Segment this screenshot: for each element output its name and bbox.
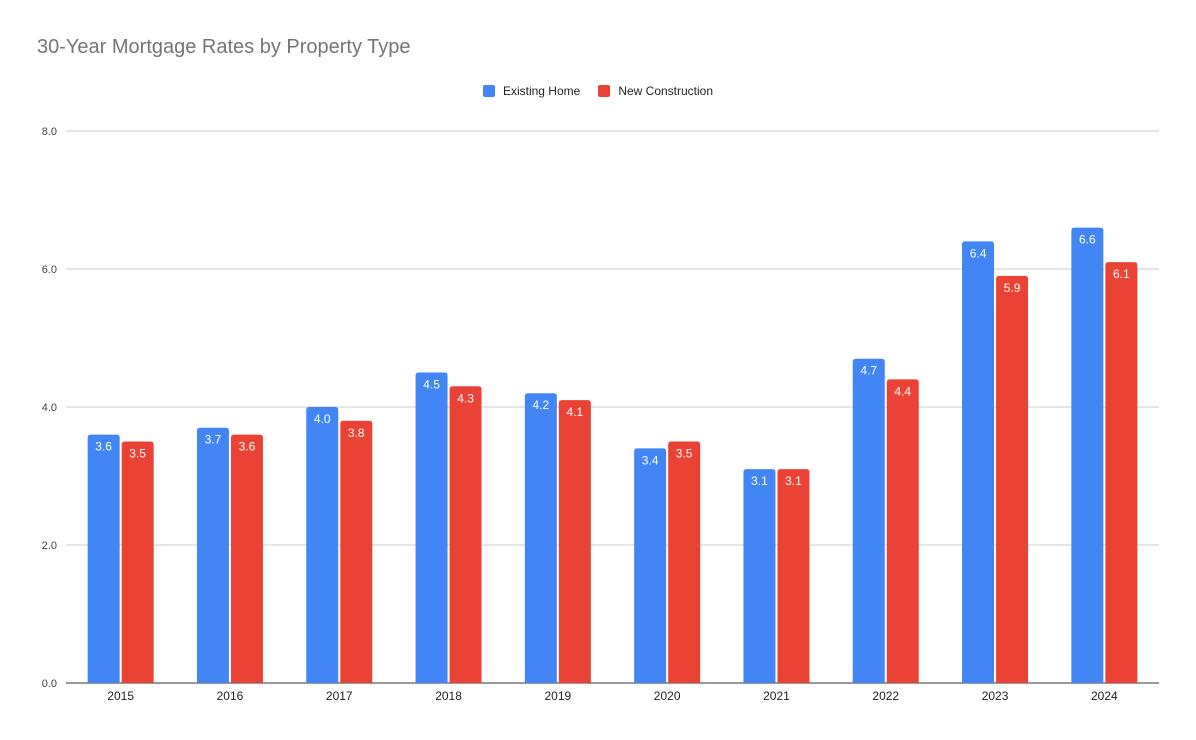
data-label: 5.9 [1004, 281, 1021, 295]
data-label: 3.5 [676, 447, 693, 461]
bar-new-construction [340, 420, 373, 683]
bar-existing-home [524, 393, 557, 683]
legend-swatch-existing-home [482, 85, 495, 97]
data-label: 3.1 [785, 474, 802, 488]
chart-title: 30-Year Mortgage Rates by Property Type [37, 36, 411, 58]
data-label: 4.2 [533, 398, 550, 412]
data-label: 4.7 [860, 364, 877, 378]
data-label: 6.1 [1113, 267, 1130, 281]
y-tick-label: 8.0 [42, 126, 57, 138]
bar-existing-home [196, 427, 229, 683]
bar-new-construction [886, 379, 919, 683]
legend-item-new-construction: New Construction [598, 84, 713, 98]
data-label: 4.1 [567, 405, 584, 419]
data-label: 3.1 [751, 474, 768, 488]
legend: Existing Home New Construction [0, 84, 1196, 98]
y-tick-label: 6.0 [42, 264, 57, 276]
x-tick-label: 2023 [982, 689, 1009, 703]
x-tick-label: 2024 [1091, 689, 1118, 703]
data-label: 6.4 [970, 246, 987, 260]
bar-new-construction [230, 434, 263, 683]
bar-new-construction [996, 275, 1029, 683]
bar-new-construction [121, 441, 154, 683]
data-label: 3.4 [642, 453, 659, 467]
bar-existing-home [852, 358, 885, 683]
x-tick-label: 2015 [107, 689, 134, 703]
bar-existing-home [306, 407, 339, 683]
legend-label-existing-home: Existing Home [502, 84, 581, 98]
bar-existing-home [634, 448, 667, 683]
bar-new-construction [449, 386, 482, 683]
x-tick-label: 2022 [872, 689, 899, 703]
bar-existing-home [743, 469, 776, 683]
y-tick-label: 2.0 [42, 540, 57, 552]
data-label: 4.4 [894, 384, 911, 398]
x-tick-label: 2017 [326, 689, 353, 703]
legend-label-new-construction: New Construction [618, 84, 714, 98]
x-tick-label: 2018 [435, 689, 462, 703]
legend-item-existing-home: Existing Home [482, 84, 581, 98]
data-label: 4.3 [457, 391, 474, 405]
bar-new-construction [668, 441, 701, 683]
data-label: 3.6 [95, 440, 112, 454]
x-tick-label: 2016 [217, 689, 244, 703]
bar-existing-home [962, 241, 995, 683]
bar-new-construction [777, 469, 810, 683]
bar-existing-home [415, 372, 448, 683]
data-label: 3.6 [239, 440, 256, 454]
x-tick-label: 2020 [654, 689, 681, 703]
y-tick-label: 0.0 [42, 678, 57, 690]
bar-existing-home [87, 434, 120, 683]
x-tick-label: 2019 [544, 689, 571, 703]
y-tick-label: 4.0 [42, 402, 57, 414]
bar-existing-home [1071, 227, 1104, 683]
legend-swatch-new-construction [598, 85, 611, 97]
data-label: 3.8 [348, 426, 365, 440]
data-label: 3.7 [205, 433, 222, 447]
bar-new-construction [1105, 262, 1138, 683]
bar-new-construction [558, 400, 591, 683]
data-label: 3.5 [129, 447, 146, 461]
data-label: 6.6 [1079, 233, 1096, 247]
data-label: 4.0 [314, 412, 331, 426]
x-tick-label: 2021 [763, 689, 790, 703]
data-label: 4.5 [423, 378, 440, 392]
